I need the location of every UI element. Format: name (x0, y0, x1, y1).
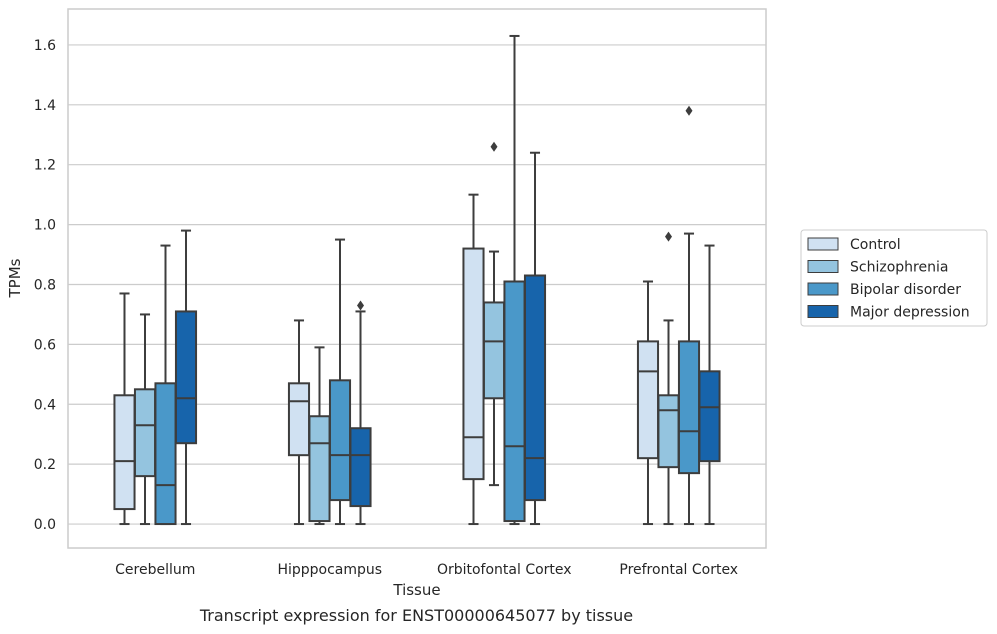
y-tick-label: 1.4 (34, 98, 56, 114)
y-tick-label: 0.4 (34, 397, 56, 413)
outlier-point (357, 300, 365, 311)
box-group (523, 151, 547, 526)
plot-frame (67, 8, 767, 549)
x-axis-label: Tissue (392, 581, 440, 599)
legend: Control Schizophrenia Bipolar disorder Majo… (800, 229, 988, 327)
box (698, 370, 721, 463)
y-tick-label: 0.0 (34, 517, 56, 533)
box (482, 301, 506, 400)
outlier-point (664, 231, 672, 242)
legend-swatch (807, 237, 839, 251)
outlier-point (685, 105, 693, 116)
outlier-point (490, 141, 498, 152)
x-tick-labels: Cerebellum Hipppocampus Orbitofontal Corte… (115, 562, 738, 578)
y-tick-label: 1.6 (34, 38, 56, 54)
y-tick-label: 1.2 (34, 158, 56, 174)
box (154, 382, 177, 526)
box-group (154, 244, 177, 526)
box (287, 382, 311, 457)
box (523, 274, 547, 502)
box (174, 310, 198, 445)
box (328, 379, 352, 502)
x-tick-label: Cerebellum (115, 562, 195, 578)
box-group (174, 229, 198, 526)
x-tick-label: Prefrontal Cortex (619, 562, 738, 578)
y-tick-label: 0.2 (34, 457, 56, 473)
y-tick-labels: 0.0 0.2 0.4 0.6 0.8 1.0 1.2 1.4 1.6 (34, 38, 56, 533)
box-group (657, 231, 680, 526)
y-tick-label: 1.0 (34, 218, 56, 234)
y-tick-label: 0.8 (34, 277, 56, 293)
legend-frame (800, 229, 988, 327)
box-group (287, 319, 311, 526)
box-group (636, 280, 660, 526)
y-tick-label: 0.6 (34, 337, 56, 353)
legend-label: Schizophrenia (850, 260, 948, 276)
y-axis-label: TPMs (6, 258, 24, 298)
x-tick-label: Orbitofontal Cortex (437, 562, 572, 578)
box (308, 415, 331, 523)
box-group (349, 300, 372, 526)
figure-caption: Transcript expression for ENST0000064507… (199, 606, 634, 625)
legend-label: Major depression (850, 305, 970, 321)
box (677, 340, 701, 475)
box (133, 388, 157, 478)
box-group (308, 346, 331, 526)
box (462, 247, 485, 481)
legend-swatch (807, 260, 839, 273)
box (349, 427, 372, 508)
legend-label: Bipolar disorder (850, 282, 961, 298)
legend-swatch (807, 282, 839, 296)
legend-swatch (807, 305, 839, 318)
box-group (677, 105, 701, 526)
box-group (698, 244, 721, 526)
legend-label: Control (850, 237, 901, 253)
box (503, 280, 526, 523)
box (113, 394, 136, 511)
box-plot-chart: 0.0 0.2 0.4 0.6 0.8 1.0 1.2 1.4 1.6 Cerebellum Hi… (6, 8, 988, 599)
box (657, 394, 680, 469)
boxes (113, 34, 721, 526)
x-tick-label: Hipppocampus (277, 562, 382, 578)
box-group (482, 141, 506, 487)
box-group (462, 193, 485, 526)
box-group (503, 34, 526, 526)
box-group (113, 292, 136, 526)
box-group (328, 238, 352, 526)
box-group (133, 313, 157, 526)
box (636, 340, 660, 460)
